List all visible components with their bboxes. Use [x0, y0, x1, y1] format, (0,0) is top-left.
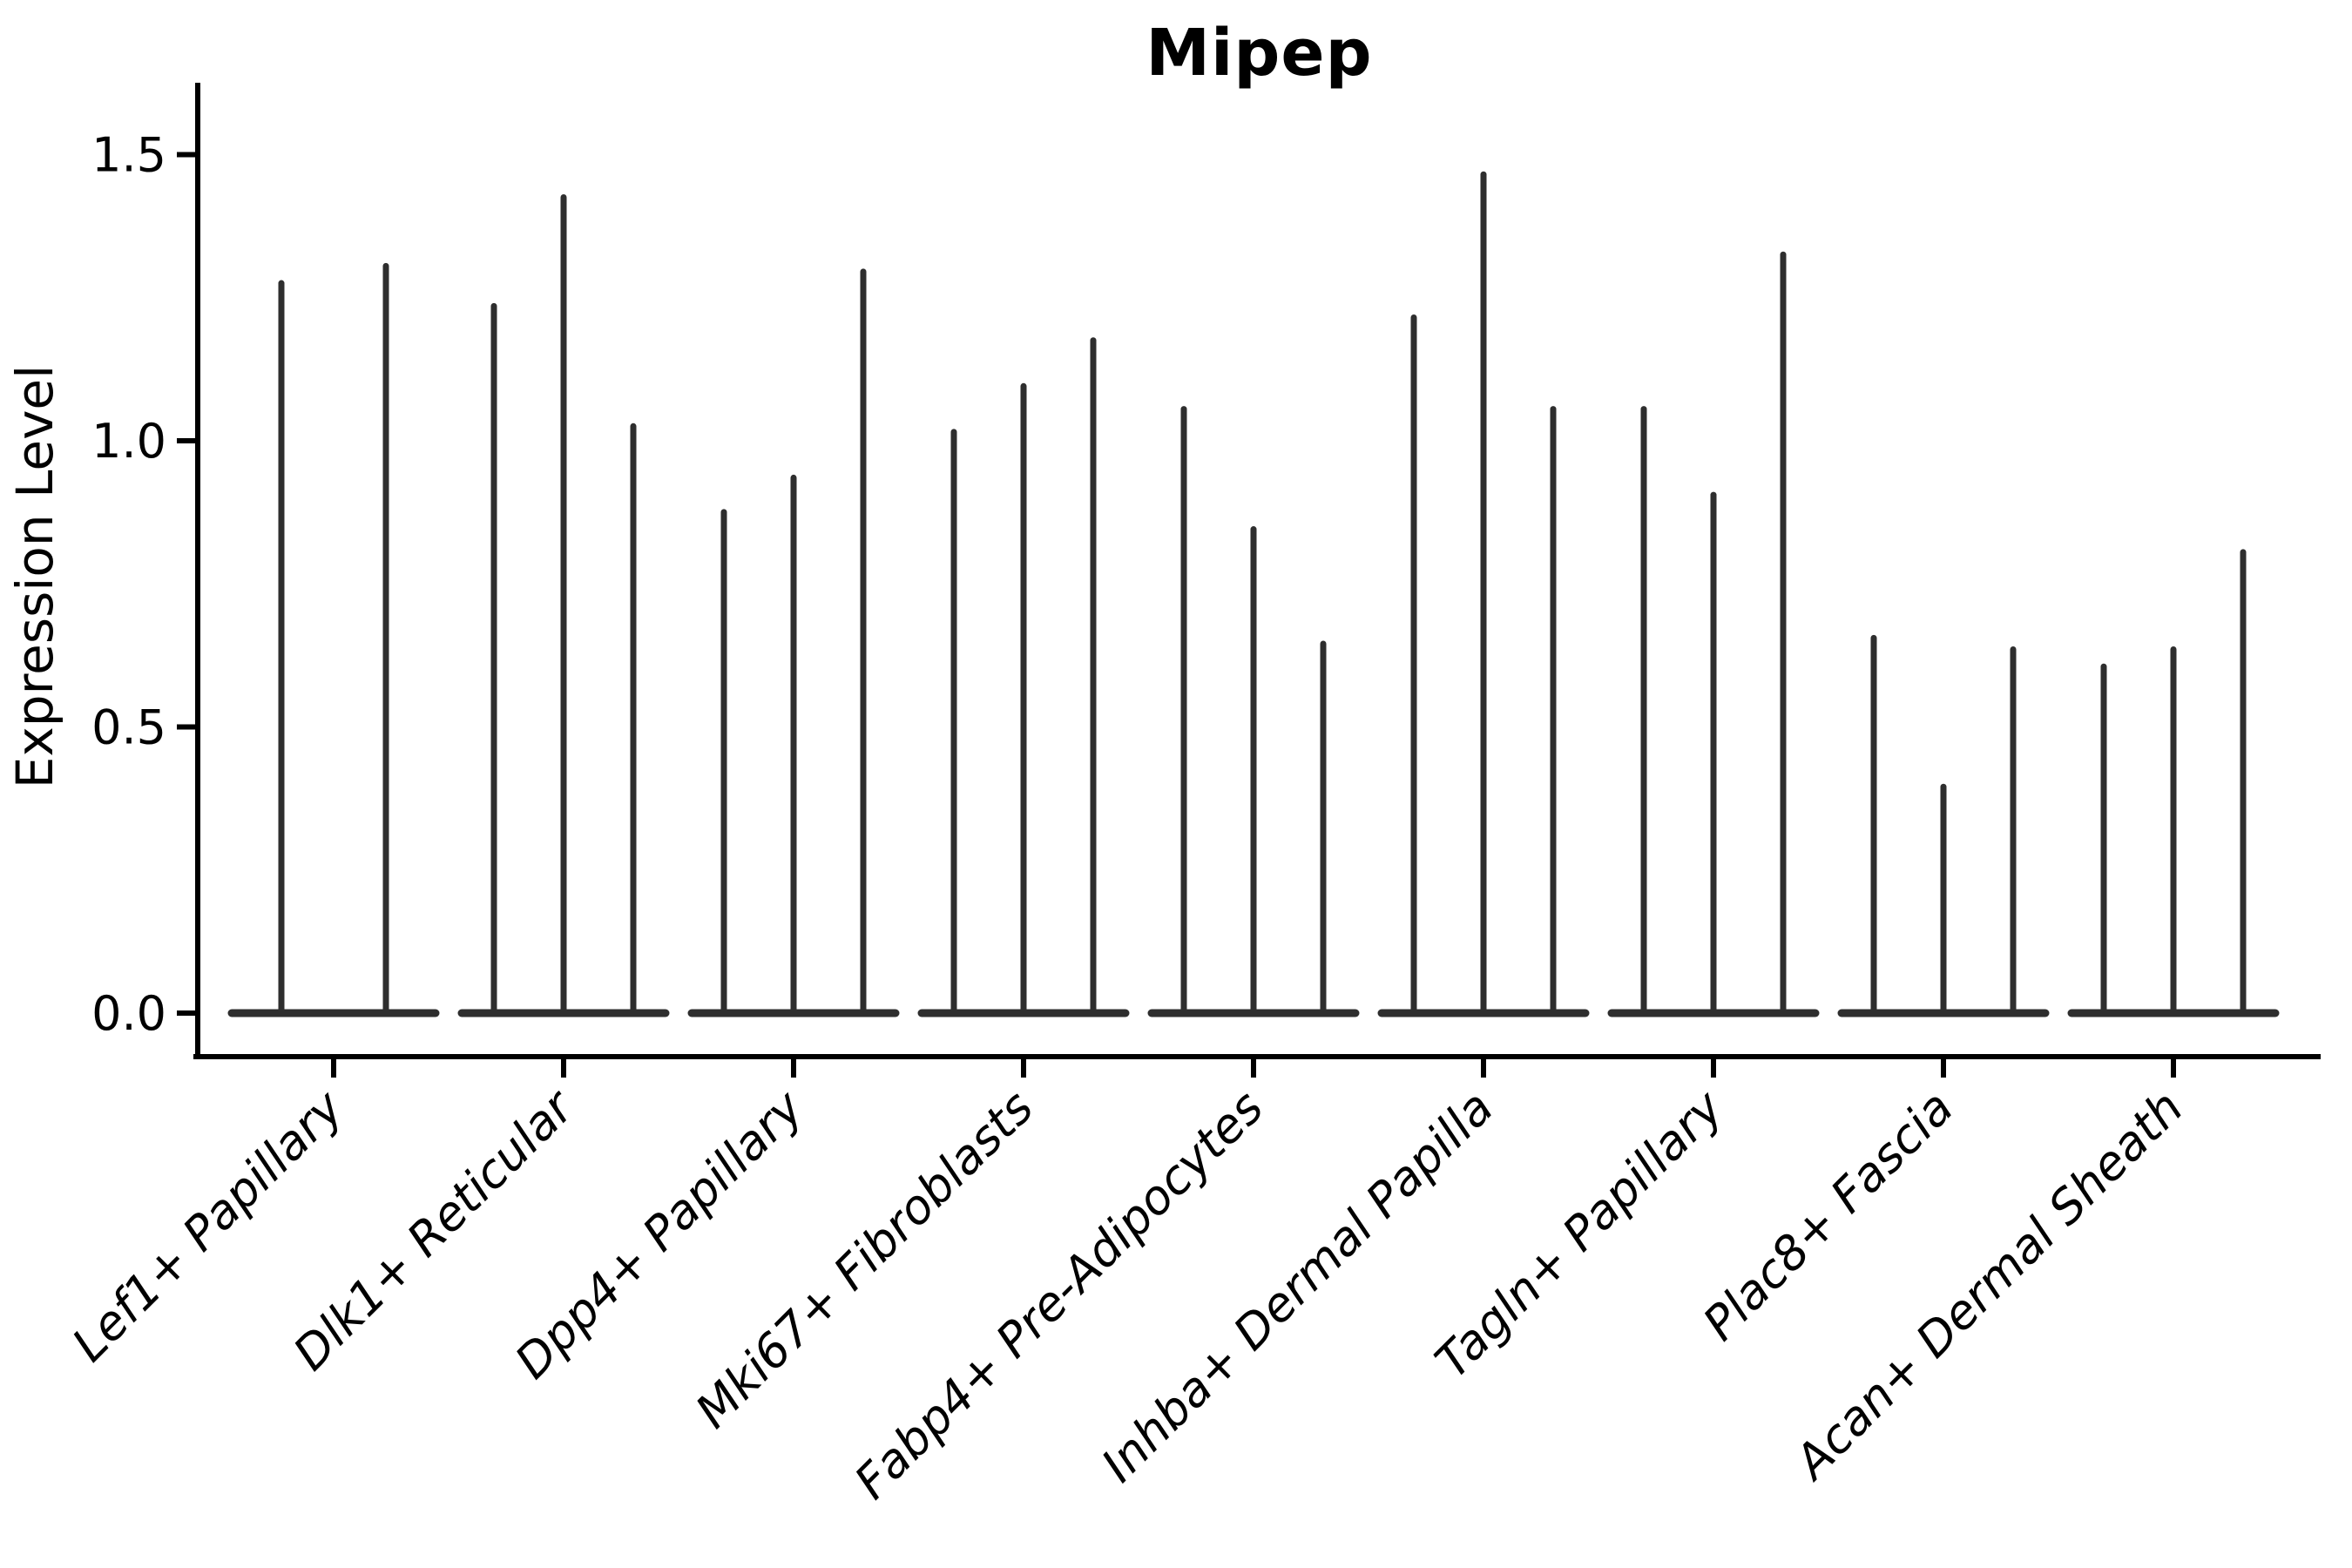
- x-tick-label: Inhba+ Dermal Papilla: [1091, 1080, 1504, 1493]
- x-tick-label: Fabp4+ Pre-Adipocytes: [844, 1080, 1274, 1510]
- chart-title: Mipep: [1146, 16, 1373, 91]
- x-tick-label: Acan+ Dermal Sheath: [1782, 1080, 2193, 1491]
- y-tick-label: 1.5: [91, 128, 166, 183]
- y-tick-label: 0.0: [91, 986, 166, 1041]
- y-tick-label: 1.0: [91, 414, 166, 469]
- y-tick-label: 0.5: [91, 700, 166, 755]
- x-tick-label: Plac8+ Fascia: [1693, 1080, 1963, 1351]
